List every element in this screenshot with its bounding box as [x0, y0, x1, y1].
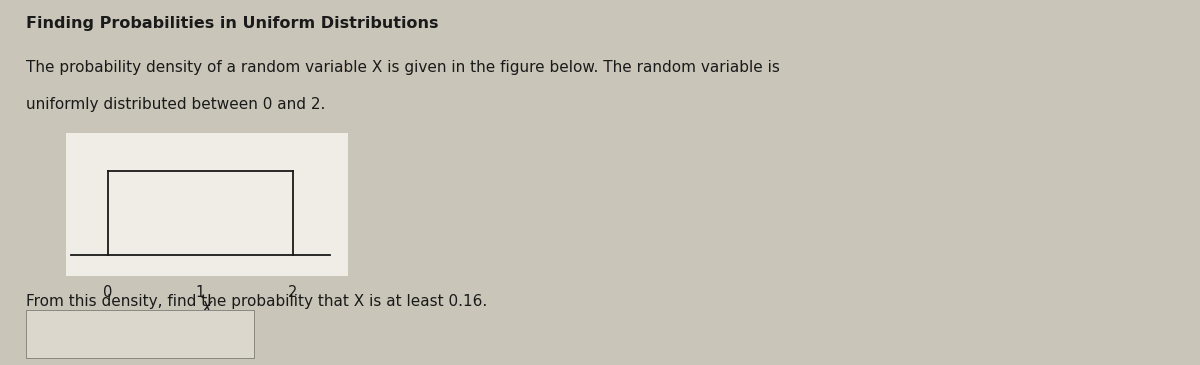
Text: From this density, find the probability that X is at least 0.16.: From this density, find the probability …: [26, 294, 487, 309]
Text: uniformly distributed between 0 and 2.: uniformly distributed between 0 and 2.: [26, 97, 325, 112]
Text: The probability density of a random variable X is given in the figure below. The: The probability density of a random vari…: [26, 60, 780, 75]
Text: Finding Probabilities in Uniform Distributions: Finding Probabilities in Uniform Distrib…: [26, 16, 439, 31]
X-axis label: X: X: [202, 301, 212, 316]
